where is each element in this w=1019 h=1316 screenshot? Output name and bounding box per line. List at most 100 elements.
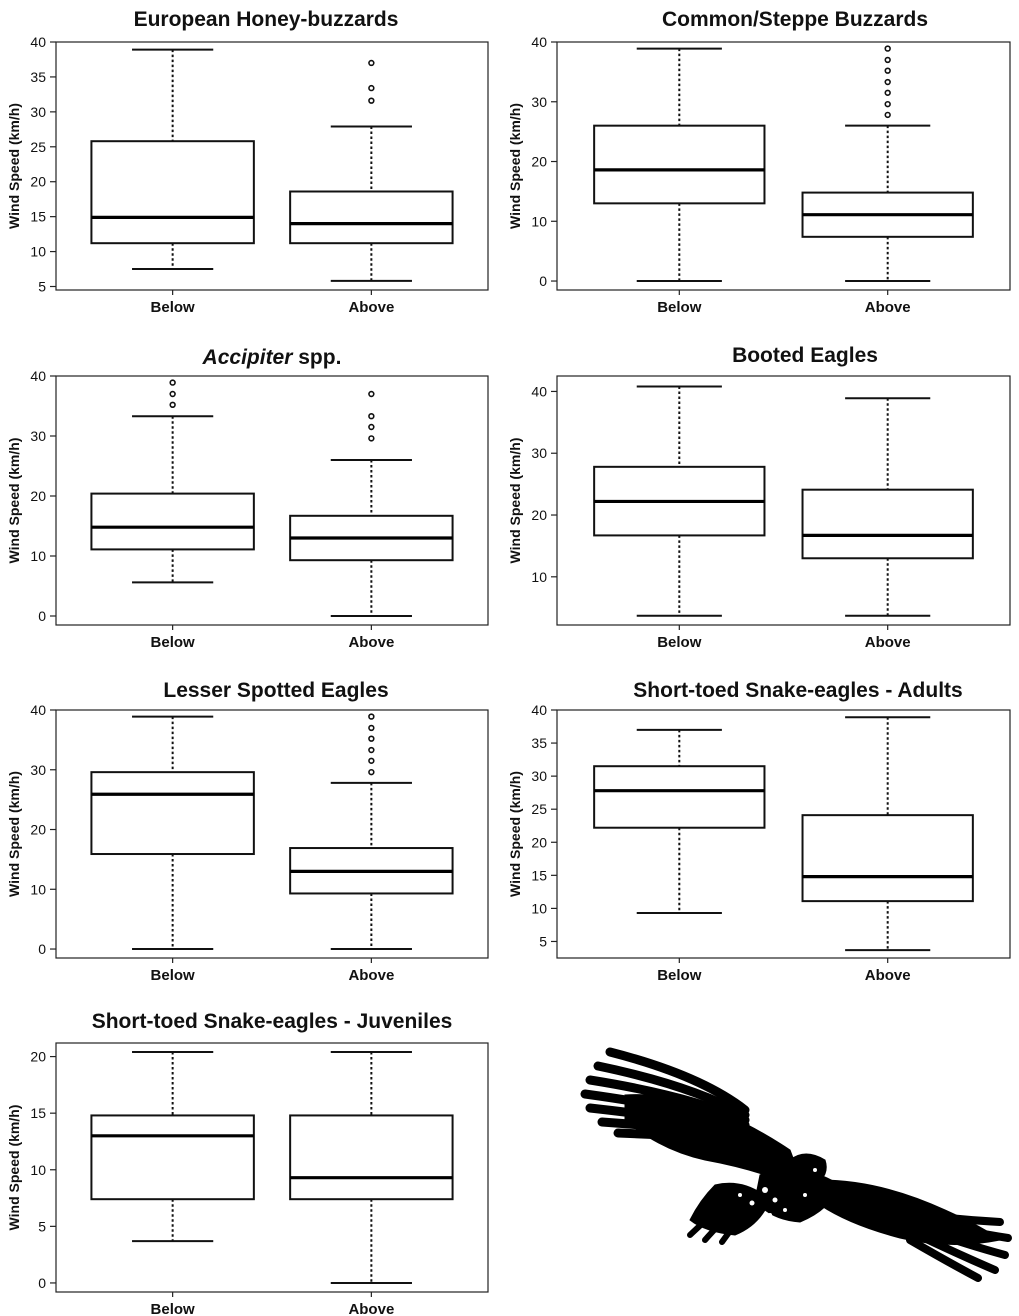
panel-title: Short-toed Snake-eagles - Adults xyxy=(633,679,962,702)
outlier-point xyxy=(884,67,891,74)
y-tick-label: 0 xyxy=(539,273,547,289)
outlier-point xyxy=(368,59,375,67)
iqr-box xyxy=(801,814,974,903)
x-category-label: Below xyxy=(657,299,702,316)
plot-frame xyxy=(55,1042,489,1293)
outlier-point xyxy=(368,423,375,431)
y-tick-label: 5 xyxy=(38,279,46,295)
y-axis-title: Wind Speed (km/h) xyxy=(6,103,22,229)
box-below xyxy=(90,379,255,584)
y-axis-title: Wind Speed (km/h) xyxy=(6,771,22,897)
y-tick-label: 10 xyxy=(531,900,547,916)
outlier-point xyxy=(368,757,375,764)
outlier-point xyxy=(368,724,375,732)
y-tick-label: 30 xyxy=(531,768,547,784)
y-tick-label: 25 xyxy=(531,801,547,817)
iqr-box xyxy=(289,190,454,245)
box-above xyxy=(289,390,454,617)
plot-frame xyxy=(55,375,489,626)
plot-frame xyxy=(556,41,1011,291)
box-above xyxy=(801,716,974,952)
box-above xyxy=(289,59,454,282)
boxplot-panel-6: Short-toed Snake-eagles - Adults Wind Spe… xyxy=(507,679,1011,984)
box-below xyxy=(90,48,255,271)
y-tick-label: 10 xyxy=(531,213,547,229)
plot-frame xyxy=(55,709,489,959)
y-tick-label: 0 xyxy=(38,608,46,624)
x-category-label: Above xyxy=(865,634,911,651)
panel-title: European Honey-buzzards xyxy=(134,8,399,31)
y-axis-title: Wind Speed (km/h) xyxy=(6,1105,22,1231)
y-tick-label: 10 xyxy=(30,548,46,564)
outlier-point xyxy=(368,768,375,776)
outlier-point xyxy=(169,401,176,408)
outlier-point xyxy=(368,390,375,398)
box-above xyxy=(801,45,974,283)
panel-title: Accipiter spp. xyxy=(202,346,342,369)
box-below xyxy=(593,47,766,283)
x-category-label: Above xyxy=(865,967,911,984)
outlier-point xyxy=(169,390,176,398)
y-tick-label: 20 xyxy=(531,507,547,523)
outlier-point xyxy=(169,379,176,386)
box-below xyxy=(593,728,766,915)
y-tick-label: 10 xyxy=(30,1162,46,1178)
y-tick-label: 20 xyxy=(30,488,46,504)
y-tick-label: 40 xyxy=(531,34,547,50)
outlier-point xyxy=(368,97,375,104)
outlier-point xyxy=(368,413,375,420)
box-below xyxy=(90,715,255,951)
y-tick-label: 30 xyxy=(30,428,46,444)
plot-frame xyxy=(556,375,1011,626)
box-below xyxy=(593,385,766,617)
outlier-point xyxy=(368,746,375,754)
box-above xyxy=(801,397,974,617)
x-category-label: Below xyxy=(657,967,702,984)
x-category-label: Below xyxy=(657,634,702,651)
box-above xyxy=(289,1051,454,1284)
outlier-point xyxy=(368,435,375,442)
y-tick-label: 0 xyxy=(38,941,46,957)
iqr-box xyxy=(289,1114,454,1201)
boxplot-panel-4: Booted Eagles Wind Speed (km/h) 10 20 30 40 Be… xyxy=(507,344,1011,651)
outlier-point xyxy=(368,713,375,720)
y-tick-label: 10 xyxy=(30,244,46,260)
outlier-point xyxy=(368,84,375,92)
y-tick-label: 30 xyxy=(531,94,547,110)
y-tick-label: 15 xyxy=(531,867,547,883)
y-tick-label: 30 xyxy=(30,762,46,778)
panel-title-italic: Accipiter xyxy=(202,346,295,369)
y-axis-title: Wind Speed (km/h) xyxy=(507,438,523,564)
x-category-label: Above xyxy=(348,299,394,316)
iqr-box xyxy=(90,140,255,245)
y-tick-label: 40 xyxy=(30,368,46,384)
x-category-label: Above xyxy=(348,967,394,984)
y-tick-label: 40 xyxy=(531,383,547,399)
box-above xyxy=(289,713,454,951)
boxplot-panel-7: Short-toed Snake-eagles - Juveniles Wind … xyxy=(6,1010,489,1316)
y-axis-title: Wind Speed (km/h) xyxy=(507,103,523,229)
y-tick-label: 10 xyxy=(531,569,547,585)
y-axis-title: Wind Speed (km/h) xyxy=(507,771,523,897)
iqr-box xyxy=(90,771,255,856)
outlier-point xyxy=(884,56,891,64)
y-tick-label: 40 xyxy=(30,702,46,718)
panel-title: Short-toed Snake-eagles - Juveniles xyxy=(92,1010,453,1033)
y-tick-label: 5 xyxy=(38,1218,46,1234)
y-tick-label: 15 xyxy=(30,1105,46,1121)
boxplot-panel-5: Lesser Spotted Eagles Wind Speed (km/h) 0 1… xyxy=(6,679,489,984)
iqr-box xyxy=(593,765,766,829)
iqr-box xyxy=(90,492,255,551)
y-tick-label: 30 xyxy=(531,445,547,461)
outlier-point xyxy=(368,735,375,742)
y-tick-label: 25 xyxy=(30,139,46,155)
y-tick-label: 10 xyxy=(30,881,46,897)
y-tick-label: 20 xyxy=(30,174,46,190)
panel-title: Booted Eagles xyxy=(732,344,878,367)
iqr-box xyxy=(90,1114,255,1201)
y-tick-label: 35 xyxy=(531,735,547,751)
outlier-point xyxy=(884,78,891,86)
y-axis-title: Wind Speed (km/h) xyxy=(6,438,22,564)
y-tick-label: 20 xyxy=(531,834,547,850)
